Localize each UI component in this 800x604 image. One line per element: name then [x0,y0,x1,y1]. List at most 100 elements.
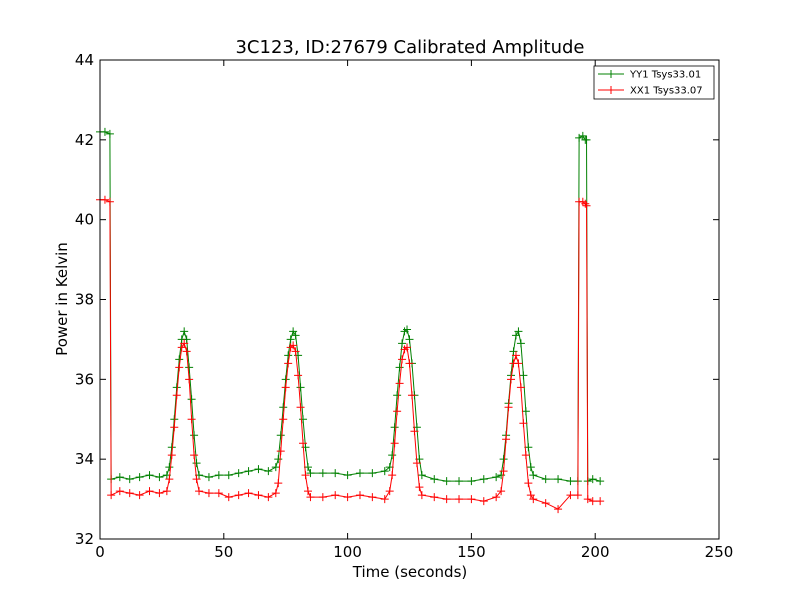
data-point-xx1 [343,493,352,502]
data-point-yy1 [519,371,528,380]
series-markers-yy1 [96,127,605,486]
data-point-xx1 [524,479,533,488]
data-point-yy1 [521,407,530,416]
data-point-xx1 [115,487,124,496]
data-point-yy1 [343,471,352,480]
data-point-yy1 [276,431,285,440]
y-axis-label: Power in Kelvin [53,242,71,356]
data-point-xx1 [554,505,563,514]
data-point-yy1 [582,135,591,144]
data-point-xx1 [274,479,283,488]
data-point-xx1 [155,489,164,498]
data-point-xx1 [355,491,364,500]
data-point-xx1 [306,493,315,502]
data-point-yy1 [393,391,402,400]
data-point-xx1 [185,375,194,384]
data-point-xx1 [507,375,516,384]
data-point-xx1 [170,423,179,432]
data-point-xx1 [511,351,520,360]
plot-frame [99,59,720,540]
data-point-xx1 [403,343,412,352]
data-point-yy1 [296,383,305,392]
data-point-xx1 [284,359,293,368]
data-point-xx1 [105,197,114,206]
data-point-xx1 [521,451,530,460]
data-point-yy1 [254,465,263,474]
data-point-yy1 [430,475,439,484]
data-point-xx1 [192,475,201,484]
data-point-yy1 [187,395,196,404]
data-point-xx1 [417,491,426,500]
data-point-xx1 [276,447,285,456]
y-tick-label: 34 [75,450,94,468]
data-point-xx1 [271,489,280,498]
data-point-xx1 [291,347,300,356]
data-point-yy1 [529,471,538,480]
data-point-xx1 [398,355,407,364]
data-point-xx1 [588,497,597,506]
data-point-xx1 [182,347,191,356]
data-point-xx1 [395,379,404,388]
data-point-yy1 [125,475,134,484]
x-axis-label: Time (seconds) [352,563,468,581]
data-point-xx1 [195,487,204,496]
data-point-yy1 [185,363,194,372]
data-point-yy1 [284,351,293,360]
x-tick-label: 150 [457,543,486,561]
data-point-yy1 [224,471,233,480]
data-point-xx1 [244,489,253,498]
legend-label-xx1: XX1 Tsys33.07 [630,86,703,97]
data-point-yy1 [405,335,414,344]
data-point-yy1 [355,469,364,478]
data-point-yy1 [514,327,523,336]
data-point-xx1 [497,487,506,496]
data-point-xx1 [167,451,176,460]
data-point-xx1 [502,435,511,444]
y-tick-label: 44 [75,51,94,69]
data-point-xx1 [145,487,154,496]
data-point-xx1 [455,495,464,504]
data-point-yy1 [244,467,253,476]
data-point-yy1 [380,467,389,476]
data-point-xx1 [368,493,377,502]
data-point-xx1 [254,491,263,500]
data-point-xx1 [289,341,298,350]
data-point-yy1 [388,451,397,460]
data-point-xx1 [412,459,421,468]
series-line-xx1 [100,199,601,510]
legend-box [593,65,715,100]
data-point-xx1 [467,495,476,504]
data-point-xx1 [165,475,174,484]
data-point-xx1 [514,359,523,368]
data-point-xx1 [180,339,189,348]
data-point-xx1 [442,495,451,504]
data-point-xx1 [504,403,513,412]
data-point-xx1 [135,491,144,500]
data-point-xx1 [388,471,397,480]
legend: YY1 Tsys33.01 XX1 Tsys33.07 [593,65,715,100]
data-point-yy1 [390,423,399,432]
data-point-yy1 [479,475,488,484]
data-point-yy1 [541,475,550,484]
data-point-yy1 [192,459,201,468]
data-point-yy1 [155,473,164,482]
data-point-yy1 [492,473,501,482]
data-point-yy1 [526,463,535,472]
data-point-yy1 [165,463,174,472]
data-point-yy1 [105,129,114,138]
data-point-xx1 [407,391,416,400]
y-tick-label: 32 [75,530,94,548]
data-point-xx1 [479,497,488,506]
legend-marker-xx1 [607,86,615,94]
data-point-yy1 [516,339,525,348]
data-point-xx1 [393,407,402,416]
data-point-yy1 [271,463,280,472]
chart-title: 3C123, ID:27679 Calibrated Amplitude [235,37,584,58]
data-point-yy1 [575,133,584,142]
data-point-xx1 [214,489,223,498]
data-point-yy1 [554,475,563,484]
data-point-yy1 [234,469,243,478]
data-point-xx1 [162,487,171,496]
